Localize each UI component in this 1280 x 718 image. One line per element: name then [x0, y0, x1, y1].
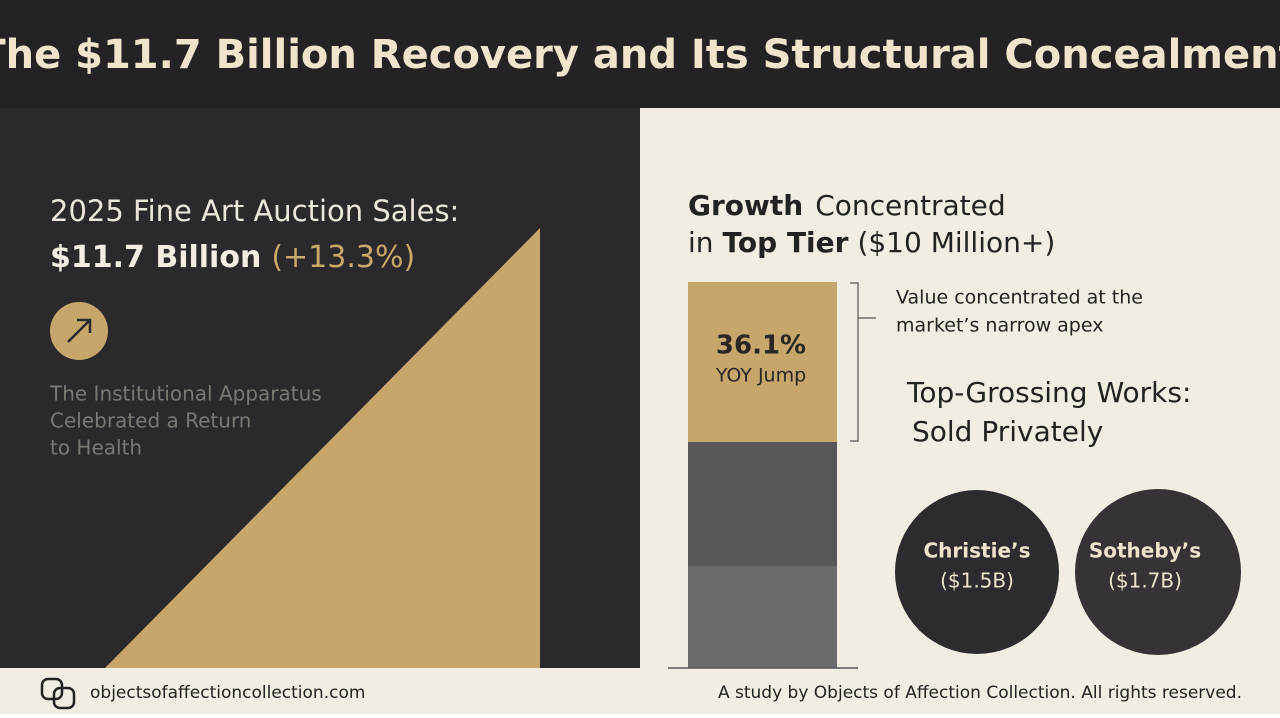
lower-segment: [688, 566, 837, 668]
sales-amount: $11.7 Billion: [50, 240, 261, 275]
sales-change: (+13.3%): [271, 240, 415, 275]
sales-amount-line: $11.7 Billion (+13.3%): [50, 240, 415, 275]
heading-text: ($10 Million+): [857, 226, 1055, 259]
annotation: market’s narrow apex: [896, 315, 1103, 337]
christies-circle: [895, 490, 1059, 654]
growth-triangle: [105, 228, 540, 668]
heading-text: in: [688, 226, 714, 259]
caption-line: to Health: [50, 436, 142, 460]
header-band: [0, 0, 1280, 108]
bracket: [850, 282, 876, 442]
title: The $11.7 Billion Recovery and Its Struc…: [0, 32, 1280, 78]
middle-segment: [688, 442, 837, 566]
logo: [40, 677, 76, 710]
house-name: Christie’s: [923, 539, 1030, 563]
heading-bold: Growth: [688, 189, 803, 222]
private-title: Top-Grossing Works:: [906, 376, 1191, 409]
growth-heading: Growth Concentrated: [688, 189, 1006, 222]
house-name: Sotheby’s: [1089, 539, 1201, 563]
footer-site: objectsofaffectioncollection.com: [90, 683, 365, 703]
arrow-glyph: [67, 318, 92, 343]
sales-heading: 2025 Fine Art Auction Sales:: [50, 194, 459, 228]
house-value: ($1.7B): [1108, 569, 1182, 593]
footer-credit: A study by Objects of Affection Collecti…: [718, 683, 1242, 703]
top-tier-segment: [688, 282, 837, 442]
private-title: Sold Privately: [912, 415, 1103, 448]
heading-bold: Top Tier: [723, 226, 849, 259]
house-value: ($1.5B): [940, 569, 1014, 593]
growth-heading: in Top Tier ($10 Million+): [688, 226, 1055, 259]
bar-value: 36.1%: [716, 331, 806, 361]
caption-line: Celebrated a Return: [50, 409, 251, 433]
sothebys-circle: [1075, 489, 1241, 655]
annotation: Value concentrated at the: [896, 287, 1143, 309]
caption-line: The Institutional Apparatus: [49, 382, 322, 406]
bar-label: YOY Jump: [715, 365, 806, 387]
heading-text: Concentrated: [815, 189, 1005, 222]
